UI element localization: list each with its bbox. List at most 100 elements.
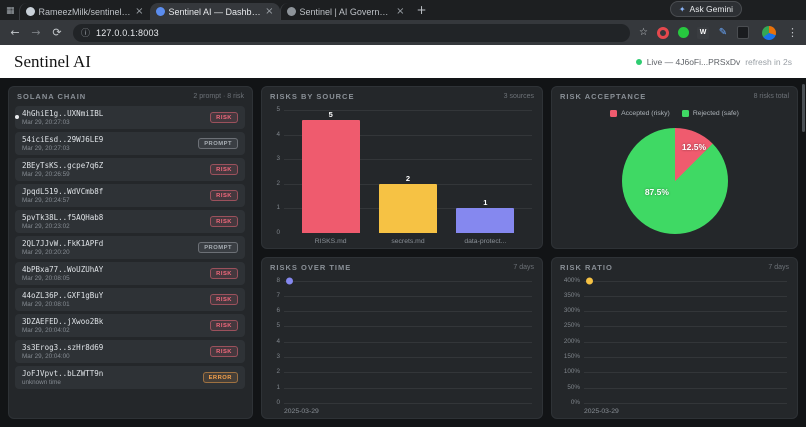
chain-item[interactable]: JoFJVpvt..bLZWTT9n unknown time ERROR — [15, 366, 245, 389]
status-badge: ERROR — [202, 372, 238, 383]
w-letter-icon: W — [697, 26, 709, 39]
profile-avatar[interactable] — [762, 25, 776, 40]
extension-icon-red[interactable] — [657, 26, 669, 39]
tab-close-icon[interactable]: × — [396, 5, 405, 17]
chain-item[interactable]: 2QL7JJvW..FkK1APFd Mar 29, 20:20:20 PROM… — [15, 236, 245, 259]
chain-item[interactable]: 4bPBxa77..WoUZUhAY Mar 29, 20:08:05 RISK — [15, 262, 245, 285]
chain-item[interactable]: 5pvTk38L..f5AQHab8 Mar 29, 20:23:02 RISK — [15, 210, 245, 233]
bar — [301, 120, 360, 233]
panel-title: RISK RATIO — [560, 262, 613, 272]
over-time-plot-area — [284, 277, 532, 404]
tab-search-icon[interactable]: ▦ — [6, 6, 15, 16]
cursor-dot — [15, 115, 19, 119]
panel-header: RISKS BY SOURCE 3 sources — [262, 87, 542, 104]
tab-close-icon[interactable]: × — [265, 5, 274, 17]
chain-item-info: 4hGhiE1g..UXNmiIBL Mar 29, 20:27:03 — [22, 109, 103, 126]
address-bar[interactable]: ⓘ 127.0.0.1:8003 — [73, 23, 631, 42]
pie-legend: Accepted (risky) Rejected (safe) — [610, 106, 739, 120]
forward-icon[interactable]: → — [31, 26, 41, 39]
status-badge: RISK — [210, 346, 238, 357]
chain-item[interactable]: 3s3Erog3..szHr8d69 Mar 29, 20:04:00 RISK — [15, 340, 245, 363]
chain-item-info: JpqdL519..WdVCmb8f Mar 29, 20:24:57 — [22, 187, 103, 204]
chain-item[interactable]: 3DZAEFED..jXwoo2Bk Mar 29, 20:04:02 RISK — [15, 314, 245, 337]
tab-close-icon[interactable]: × — [135, 5, 144, 17]
item-hash: JoFJVpvt..bLZWTT9n — [22, 369, 104, 378]
chain-item[interactable]: 54iciEsd..29WJ6LE9 Mar 29, 20:27:03 PROM… — [15, 132, 245, 155]
browser-tab-1[interactable]: RameezMilk/sentinel-ai × — [18, 3, 150, 20]
site-info-icon[interactable]: ⓘ — [81, 29, 91, 39]
item-hash: 2QL7JJvW..FkK1APFd — [22, 239, 104, 248]
chain-item-info: 4bPBxa77..WoUZUhAY Mar 29, 20:08:05 — [22, 265, 103, 282]
chain-item[interactable]: 4hGhiE1g..UXNmiIBL Mar 29, 20:27:03 RISK — [15, 106, 245, 129]
extension-icon-pen[interactable]: ✎ — [718, 27, 728, 38]
reload-icon[interactable]: ⟳ — [52, 26, 62, 39]
panel-meta: 3 sources — [503, 93, 534, 100]
panel-meta: 2 prompt · 8 risk — [193, 93, 244, 100]
chain-item-info: 2QL7JJvW..FkK1APFd Mar 29, 20:20:20 — [22, 239, 103, 256]
browser-tab-strip: ▦ RameezMilk/sentinel-ai × Sentinel AI —… — [0, 0, 806, 20]
bar — [378, 183, 437, 233]
bar-slot[interactable]: 5 — [301, 110, 360, 233]
green-circle-icon — [677, 27, 689, 38]
bar-value-label: 5 — [328, 110, 333, 119]
tab-title: RameezMilk/sentinel-ai — [38, 6, 132, 17]
x-tick-label: 2025-03-29 — [584, 408, 619, 415]
item-time: Mar 29, 20:24:57 — [22, 197, 70, 204]
bar-slot[interactable]: 1 — [456, 110, 515, 233]
panel-solana-chain: SOLANA CHAIN 2 prompt · 8 risk 4hGhiE1g.… — [8, 84, 805, 419]
panel-title: RISKS OVER TIME — [270, 262, 352, 272]
item-time: Mar 29, 20:08:05 — [22, 275, 70, 282]
browser-tab-2-active[interactable]: Sentinel AI — Dashboard × — [149, 3, 280, 20]
extension-icon-green[interactable] — [677, 27, 689, 39]
dot-over-time[interactable] — [286, 277, 293, 284]
panel-meta: 8 risks total — [753, 93, 789, 100]
ask-gemini-button[interactable]: ✦ Ask Gemini — [669, 1, 742, 17]
status-badge: RISK — [210, 190, 238, 201]
live-status: Live — 4J6oFi...PRSxDv refresh in 2s — [635, 57, 792, 67]
x-tick-label: 2025-03-29 — [284, 408, 319, 415]
panel-title: SOLANA CHAIN — [17, 92, 87, 101]
chain-item[interactable]: 44oZL36P..GXF1gBuY Mar 29, 20:08:01 RISK — [15, 288, 245, 311]
legend-item[interactable]: Accepted (risky) — [610, 109, 670, 117]
bar-category: data-protect... — [464, 237, 507, 245]
extension-icon-wiki[interactable]: W — [697, 26, 709, 39]
item-time: Mar 29, 20:27:03 — [22, 119, 70, 126]
chain-item[interactable]: JpqdL519..WdVCmb8f Mar 29, 20:24:57 RISK — [15, 184, 245, 207]
bar-category-labels: RISKS.md secrets.md data-protect... — [284, 238, 532, 245]
pie-chart-area: Accepted (risky) Rejected (safe) 12.5% 8… — [552, 104, 797, 248]
dot-risk-ratio[interactable] — [586, 277, 593, 284]
dark-square-icon — [737, 26, 749, 39]
browser-tab-3[interactable]: Sentinel | AI Governance × — [279, 3, 411, 20]
panel-meta: 7 days — [768, 263, 789, 271]
pie-slice-label-rejected: 87.5% — [644, 187, 669, 198]
panel-meta: 7 days — [513, 263, 534, 271]
pie-chart[interactable]: 12.5% 87.5% — [621, 127, 728, 234]
ask-gemini-label: Ask Gemini — [689, 4, 733, 14]
extension-icon-dark[interactable] — [737, 26, 749, 39]
pie-wrap: 12.5% 87.5% — [621, 120, 728, 242]
chain-item-info: 5pvTk38L..f5AQHab8 Mar 29, 20:23:02 — [22, 213, 103, 230]
back-icon[interactable]: ← — [10, 26, 20, 39]
item-hash: 3s3Erog3..szHr8d69 — [22, 343, 104, 352]
chain-item-info: 3DZAEFED..jXwoo2Bk Mar 29, 20:04:02 — [22, 317, 103, 334]
menu-kebab-icon[interactable]: ⋮ — [787, 26, 798, 39]
bar-slot[interactable]: 2 — [378, 110, 437, 233]
legend-label: Rejected (safe) — [692, 109, 739, 117]
new-tab-button[interactable]: + — [416, 3, 427, 17]
panel-header: RISKS OVER TIME 7 days — [262, 258, 542, 275]
item-hash: 4bPBxa77..WoUZUhAY — [22, 265, 104, 274]
chain-item-info: 44oZL36P..GXF1gBuY Mar 29, 20:08:01 — [22, 291, 103, 308]
legend-item[interactable]: Rejected (safe) — [681, 109, 739, 117]
panel-risk-ratio: RISK RATIO 7 days 400% 350% 300% 250% 200% 15… — [551, 256, 798, 419]
bookmark-star-icon[interactable]: ☆ — [639, 27, 648, 38]
status-badge: RISK — [210, 294, 238, 305]
url-text: 127.0.0.1:8003 — [96, 27, 159, 38]
status-badge: PROMPT — [198, 138, 238, 149]
bar-category: RISKS.md — [314, 237, 347, 245]
bar-value-label: 1 — [483, 198, 488, 207]
item-time: Mar 29, 20:08:01 — [22, 301, 70, 308]
chain-item[interactable]: 2BEyTsKS..gcpe7q6Z Mar 29, 20:26:59 RISK — [15, 158, 245, 181]
